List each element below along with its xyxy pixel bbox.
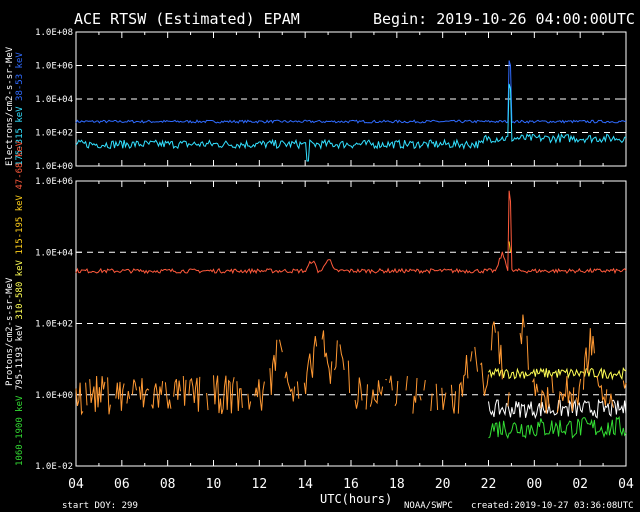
start-doy: start DOY: 299 xyxy=(62,501,138,511)
x-tick-label: 18 xyxy=(389,477,405,492)
y-tick-label: 1.0E+00 xyxy=(35,162,73,172)
y-axis-channels: 175-315 keV 38-53 keV xyxy=(15,52,25,166)
channel-label: 310-580 keV xyxy=(15,259,25,325)
channel-label: 115-195 keV xyxy=(15,194,25,260)
series-line-1060-1900-kev xyxy=(488,415,627,440)
y-axis-title: Protons/cm2-s-sr-MeV xyxy=(5,277,15,386)
y-tick-label: 1.0E+04 xyxy=(35,248,73,258)
x-axis-ticks: 04 06 08 10 12 14 16 18 20 22 00 02 04 xyxy=(68,477,634,492)
y-tick-label: 1.0E+02 xyxy=(35,320,73,330)
x-tick-label: 14 xyxy=(297,477,313,492)
x-tick-label: 02 xyxy=(572,477,588,492)
y-tick-label: 1.0E+08 xyxy=(35,28,73,38)
channel-label: 795-1193 keV xyxy=(15,325,25,396)
plot-title: ACE RTSW (Estimated) EPAM xyxy=(74,10,300,28)
x-axis-label: UTC(hours) xyxy=(320,492,392,506)
begin-time: Begin: 2019-10-26 04:00:00UTC xyxy=(373,10,635,28)
series-line-310-580-kev xyxy=(488,366,627,381)
series-line-115-195-kev xyxy=(508,241,511,253)
x-tick-label: 08 xyxy=(160,477,176,492)
y-tick-label: 1.0E+04 xyxy=(35,95,73,105)
channel-label: 38-53 keV xyxy=(15,52,25,107)
x-tick-label: 00 xyxy=(527,477,543,492)
x-tick-label: 04 xyxy=(618,477,634,492)
y-tick-label: 1.0E+06 xyxy=(35,62,73,72)
x-tick-label: 04 xyxy=(68,477,84,492)
x-tick-label: 16 xyxy=(343,477,359,492)
series-line-38-53-kev xyxy=(75,60,627,124)
series-line-795-1193-kev xyxy=(488,398,627,420)
y-tick-label: 1.0E+00 xyxy=(35,391,73,401)
channel-label: 47-68 keV xyxy=(15,140,25,195)
series-line-175-315-kev xyxy=(75,83,627,162)
agency: NOAA/SWPC xyxy=(404,501,453,511)
x-tick-label: 10 xyxy=(206,477,222,492)
proton-panel: 1.0E+06 1.0E+04 1.0E+02 1.0E+00 1.0E-02 Proto… xyxy=(5,140,627,472)
x-tick-label: 22 xyxy=(481,477,497,492)
x-tick-label: 20 xyxy=(435,477,451,492)
series-line-unlabeled xyxy=(75,314,627,416)
y-axis-channels: 1060-1900 keV 795-1193 keV 310-580 keV 1… xyxy=(15,140,25,466)
y-tick-label: 1.0E-02 xyxy=(35,462,73,472)
x-tick-label: 06 xyxy=(114,477,130,492)
y-tick-label: 1.0E+06 xyxy=(35,177,73,187)
series-line-47-68-kev xyxy=(75,190,627,275)
channel-label: 1060-1900 keV xyxy=(15,395,25,466)
channel-label: 175-315 keV xyxy=(15,106,25,166)
y-axis-title: Electrons/cm2-s-sr-MeV xyxy=(5,46,15,166)
x-tick-label: 12 xyxy=(252,477,268,492)
created-time: created:2019-10-27 03:36:08UTC xyxy=(471,501,634,511)
y-tick-label: 1.0E+02 xyxy=(35,129,73,139)
electron-panel: 1.0E+08 1.0E+06 1.0E+04 1.0E+02 1.0E+00 Elect… xyxy=(5,28,627,172)
